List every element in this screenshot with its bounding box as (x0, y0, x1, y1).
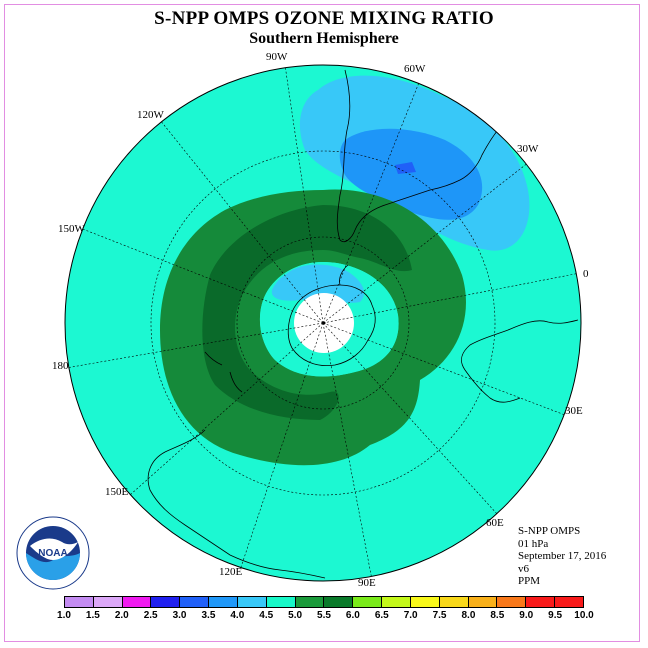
africa-coast (460, 319, 579, 403)
colorbar-swatch (209, 597, 238, 607)
colorbar-tick-label: 8.0 (461, 610, 476, 621)
colorbar-tick-label: 9.0 (519, 610, 534, 621)
info-level: 01 hPa (518, 537, 549, 550)
graticule (65, 65, 581, 581)
chart-title: S-NPP OMPS OZONE MIXING RATIO (154, 8, 494, 29)
info-units: PPM (518, 575, 541, 587)
lon-label-60e: 60E (486, 517, 504, 529)
colorbar-tick-label: 1.5 (85, 610, 100, 621)
map-boundary (64, 64, 582, 582)
colorbar-swatch (439, 597, 469, 607)
colorbar-tick-label: 7.5 (432, 610, 447, 621)
lon-label-120e: 120E (219, 566, 243, 578)
lon-label-0: 0 (583, 268, 589, 280)
lon-label-90e: 90E (358, 577, 376, 589)
colorbar-tick-label: 4.5 (259, 610, 274, 621)
figure-frame (4, 4, 640, 642)
info-version: v6 (518, 562, 529, 575)
colorbar (64, 596, 584, 608)
colorbar-tick-label: 3.5 (201, 610, 216, 621)
lon-label-120w: 120W (137, 109, 164, 121)
colorbar-swatch (180, 597, 210, 607)
colorbar-swatch (555, 597, 583, 607)
colorbar-swatch (151, 597, 181, 607)
info-product: S-NPP OMPS (518, 525, 581, 537)
colorbar-swatch (382, 597, 411, 607)
colorbar-swatch (353, 597, 383, 607)
lon-label-150e: 150E (105, 486, 129, 498)
colorbar-swatch (65, 597, 94, 607)
antarctic-peninsula (339, 264, 349, 286)
south-america-coast (336, 69, 511, 243)
lon-label-180: 180 (52, 360, 69, 372)
colorbar-tick-label: 5.0 (288, 610, 303, 621)
colorbar-swatch (410, 597, 440, 607)
colorbar-tick-label: 2.5 (143, 610, 158, 621)
new-zealand (204, 351, 243, 393)
noaa-logo: NOAA (16, 516, 90, 590)
colorbar-swatch (122, 597, 152, 607)
colorbar-swatch (497, 597, 527, 607)
colorbar-tick-label: 2.0 (114, 610, 129, 621)
colorbar-tick-label: 6.0 (345, 610, 360, 621)
lon-label-150w: 150W (58, 223, 85, 235)
colorbar-tick-label: 3.0 (172, 610, 187, 621)
colorbar-tick-label: 7.0 (403, 610, 418, 621)
colorbar-swatch (468, 597, 498, 607)
colorbar-swatch (324, 597, 354, 607)
info-block: S-NPP OMPS 01 hPa September 17, 2016 v6 … (518, 525, 606, 588)
lon-label-60w: 60W (404, 63, 426, 75)
colorbar-tick-label: 4.0 (230, 610, 245, 621)
lon-label-90w: 90W (266, 51, 288, 63)
colorbar-swatch (237, 597, 267, 607)
lon-label-30e: 30E (565, 405, 583, 417)
lon-label-30w: 30W (517, 143, 539, 155)
ozone-contour-5.5-6 (202, 205, 412, 420)
colorbar-swatch (93, 597, 123, 607)
colorbar-tick-label: 9.5 (548, 610, 563, 621)
colorbar-tick-label: 6.5 (374, 610, 389, 621)
coastlines (147, 69, 579, 579)
colorbar-tick-label: 1.0 (57, 610, 71, 621)
info-date: September 17, 2016 (518, 550, 607, 562)
colorbar-swatch (266, 597, 296, 607)
colorbar-swatch (526, 597, 556, 607)
noaa-logo-text: NOAA (38, 548, 67, 559)
australia-coast (147, 429, 326, 579)
colorbar-swatch (295, 597, 325, 607)
colorbar-tick-label: 10.0 (574, 610, 594, 621)
colorbar-tick-label: 5.5 (317, 610, 331, 621)
south-pole-marker (322, 321, 326, 325)
colorbar-tick-label: 8.5 (490, 610, 505, 621)
ozone-contour-3-3.5 (395, 162, 416, 174)
chart-subtitle: Southern Hemisphere (249, 30, 399, 47)
